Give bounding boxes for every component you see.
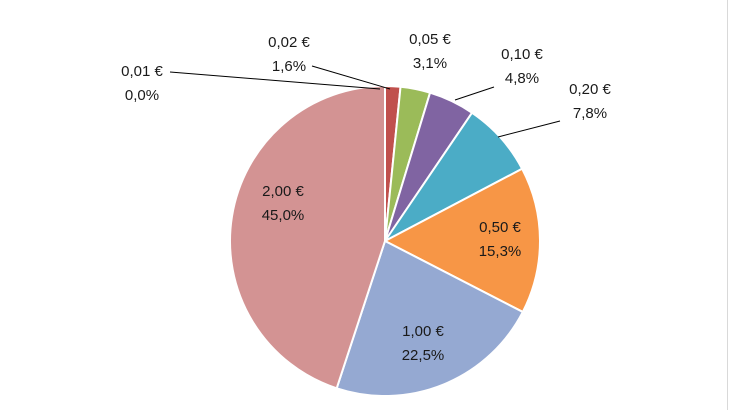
leader-line-5: [497, 120, 561, 138]
data-label-percent-5: 7,8%: [573, 105, 607, 122]
data-label-category-4: 0,10 €: [501, 46, 543, 63]
leader-line-1: [169, 71, 381, 90]
data-label-category-5: 0,20 €: [569, 81, 611, 98]
data-label-category-8: 2,00 €: [262, 183, 304, 200]
data-label-percent-1: 0,0%: [125, 87, 159, 104]
data-label-percent-7: 22,5%: [402, 347, 445, 364]
data-label-percent-8: 45,0%: [262, 207, 305, 224]
leader-lines: [169, 65, 561, 138]
pie-slice-7: [335, 239, 525, 397]
leader-line-2: [311, 65, 391, 90]
data-label-category-6: 0,50 €: [479, 219, 521, 236]
leader-line-4: [454, 86, 495, 101]
data-label-percent-6: 15,3%: [479, 243, 522, 260]
data-label-category-2: 0,02 €: [268, 34, 310, 51]
pie-slice-8: [229, 84, 386, 390]
data-labels: 0,01 € 0,0% 0,02 € 1,6% 0,05 € 3,1% 0,10 € 4,8%…: [121, 31, 611, 364]
data-label-percent-2: 1,6%: [272, 58, 306, 75]
data-label-category-1: 0,01 €: [121, 63, 163, 80]
chart-frame-edge: [727, 0, 728, 410]
data-label-percent-4: 4,8%: [505, 70, 539, 87]
data-label-category-3: 0,05 €: [409, 31, 451, 48]
pie-slice-6: [382, 167, 541, 314]
pie-slices: [229, 84, 541, 397]
data-label-category-7: 1,00 €: [402, 323, 444, 340]
data-label-percent-3: 3,1%: [413, 55, 447, 72]
